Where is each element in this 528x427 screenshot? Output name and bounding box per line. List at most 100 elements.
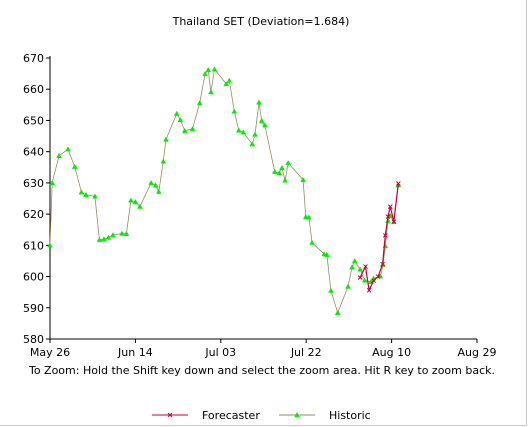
forecaster-point	[385, 214, 391, 219]
historic-point	[71, 163, 78, 169]
y-tick-label: 640	[23, 146, 44, 159]
legend-label: Forecaster	[202, 409, 260, 422]
historic-point	[226, 77, 233, 83]
historic-point	[119, 230, 125, 236]
historic-point	[351, 258, 358, 264]
legend-marker	[294, 412, 300, 418]
forecaster-point	[366, 287, 372, 293]
historic-point	[300, 176, 306, 182]
x-tick-label: Aug 29	[458, 346, 497, 359]
y-tick-label: 600	[23, 271, 44, 284]
x-tick-label: Jul 22	[290, 346, 322, 359]
legend-item-forecaster: Forecaster	[152, 409, 260, 422]
forecaster-point	[363, 264, 368, 269]
historic-point	[328, 287, 334, 293]
forecaster-point-stroke	[371, 278, 376, 283]
legend-item-historic: Historic	[279, 409, 371, 422]
axes: 580 590 600 610 620 630 640 650 660 670 May 26 Jun …	[23, 52, 496, 359]
historic-point	[324, 251, 330, 257]
historic-point	[334, 309, 341, 315]
forecaster-point-stroke	[387, 204, 393, 209]
historic-point	[345, 283, 351, 289]
forecaster-point-stroke	[375, 274, 381, 279]
historic-point	[302, 214, 309, 220]
historic-point	[223, 80, 230, 87]
historic-point	[357, 266, 363, 272]
series-layer	[47, 66, 402, 315]
forecaster-point-stroke	[382, 232, 388, 238]
y-tick-label: 660	[23, 83, 44, 96]
historic-point	[78, 189, 85, 195]
historic-point	[240, 129, 247, 135]
historic-point	[256, 99, 262, 105]
historic-point	[262, 122, 268, 128]
forecaster-point	[387, 204, 393, 209]
historic-point	[285, 159, 292, 166]
historic-point	[196, 100, 203, 106]
y-tick-label: 620	[23, 208, 44, 221]
historic-point	[148, 179, 154, 186]
historic-point	[177, 116, 184, 122]
historic-point	[49, 179, 56, 186]
forecaster-point-stroke	[391, 219, 397, 224]
historic-point	[110, 232, 116, 238]
plot-background	[50, 58, 477, 339]
legend-marker	[167, 412, 173, 418]
legend-label: Historic	[329, 409, 371, 422]
historic-point	[361, 277, 368, 283]
forecaster-point-stroke	[380, 261, 385, 267]
forecaster-point	[375, 274, 381, 279]
y-tick-label: 590	[23, 302, 44, 315]
forecaster-point	[380, 261, 385, 267]
historic-point	[173, 110, 180, 116]
historic-point	[306, 214, 312, 220]
legend: Forecaster Historic	[152, 409, 371, 422]
forecaster-point	[371, 278, 376, 283]
historic-point	[92, 193, 98, 199]
y-tick-label: 670	[23, 52, 44, 65]
forecaster-point-stroke	[385, 214, 391, 219]
x-tick-label: Aug 10	[372, 346, 411, 359]
forecaster-point-stroke	[366, 287, 372, 293]
historic-point	[208, 89, 214, 95]
forecaster-point	[357, 275, 363, 280]
historic-point	[189, 125, 196, 132]
forecaster-point-stroke	[395, 181, 401, 186]
historic-point	[211, 66, 218, 72]
x-tick-label: Jul 03	[204, 346, 236, 359]
historic-point	[96, 236, 103, 242]
historic-point	[83, 191, 89, 197]
historic-point	[163, 136, 169, 142]
historic-point	[137, 203, 143, 209]
y-tick-label: 580	[23, 333, 44, 346]
historic-point	[279, 164, 285, 171]
historic-point	[105, 234, 112, 240]
historic-point	[65, 146, 71, 152]
historic-point	[249, 141, 256, 147]
y-tick-label: 610	[23, 239, 44, 252]
forecaster-point	[382, 232, 388, 238]
y-tick-label: 650	[23, 114, 44, 127]
historic-point	[252, 131, 258, 137]
historic-point	[258, 117, 265, 123]
forecaster-point	[391, 219, 397, 224]
historic-point	[47, 242, 53, 248]
legend-marker-stroke	[167, 412, 173, 418]
historic-point	[160, 158, 167, 164]
forecaster-point-stroke	[363, 264, 368, 269]
historic-point	[152, 182, 159, 188]
zoom-instructions: To Zoom: Hold the Shift key down and sel…	[28, 364, 495, 377]
historic-point	[282, 177, 288, 183]
historic-point	[123, 230, 130, 236]
series-forecaster	[357, 181, 401, 293]
plot-area[interactable]: 580 590 600 610 620 630 640 650 660 670 May 26 Jun …	[23, 52, 496, 359]
historic-point	[276, 169, 283, 176]
x-tick-label: Jun 14	[117, 346, 153, 359]
y-tick-label: 630	[23, 177, 44, 190]
historic-point	[271, 168, 278, 174]
historic-point	[235, 127, 242, 133]
historic-point	[231, 108, 238, 114]
historic-point	[202, 71, 208, 77]
